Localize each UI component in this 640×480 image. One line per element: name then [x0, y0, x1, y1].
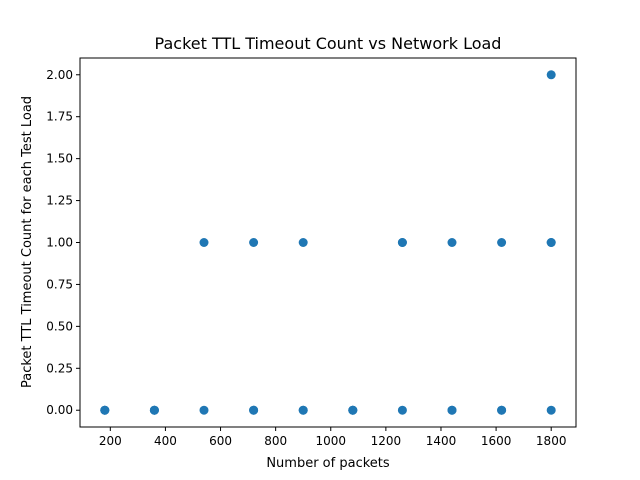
x-tick-label: 1000 [315, 434, 346, 448]
x-tick-label: 400 [154, 434, 177, 448]
data-point [149, 405, 159, 415]
data-point [397, 405, 407, 415]
data-point [447, 238, 457, 247]
y-tick-label: 0.00 [46, 403, 73, 417]
data-point [497, 405, 507, 415]
x-tick-label: 600 [209, 434, 232, 448]
y-tick-label: 0.25 [46, 361, 73, 375]
data-point [199, 238, 209, 247]
y-tick-label: 0.50 [46, 319, 73, 333]
x-tick-label: 1600 [481, 434, 512, 448]
x-tick-label: 1400 [426, 434, 457, 448]
y-tick-label: 0.75 [46, 277, 73, 291]
x-axis: 200 400 600 800 1000 1200 1400 1600 1800 [99, 427, 567, 448]
data-point [298, 405, 308, 415]
x-tick-label: 800 [264, 434, 287, 448]
data-point [249, 238, 259, 247]
y-axis: 0.00 0.25 0.50 0.75 1.00 1.25 1.50 1.75 2.00 [46, 68, 80, 417]
data-point [100, 405, 110, 415]
data-point [199, 405, 209, 415]
y-axis-label: Packet TTL Timeout Count for each Test L… [20, 96, 35, 388]
y-tick-label: 1.50 [46, 152, 73, 166]
chart-title: Packet TTL Timeout Count vs Network Load [155, 34, 502, 53]
data-point [348, 405, 358, 415]
data-point [546, 405, 556, 415]
y-tick-label: 1.25 [46, 194, 73, 208]
data-point [497, 238, 507, 247]
data-point [546, 238, 556, 247]
data-point [397, 238, 407, 247]
data-point [546, 70, 556, 80]
points-layer [100, 70, 556, 415]
y-tick-label: 1.00 [46, 236, 73, 250]
data-point [249, 405, 259, 415]
x-axis-label: Number of packets [266, 456, 390, 471]
data-point [298, 238, 308, 247]
data-point [447, 405, 457, 415]
x-tick-label: 200 [99, 434, 122, 448]
y-tick-label: 2.00 [46, 68, 73, 82]
y-tick-label: 1.75 [46, 110, 73, 124]
x-tick-label: 1200 [371, 434, 402, 448]
x-tick-label: 1800 [536, 434, 567, 448]
